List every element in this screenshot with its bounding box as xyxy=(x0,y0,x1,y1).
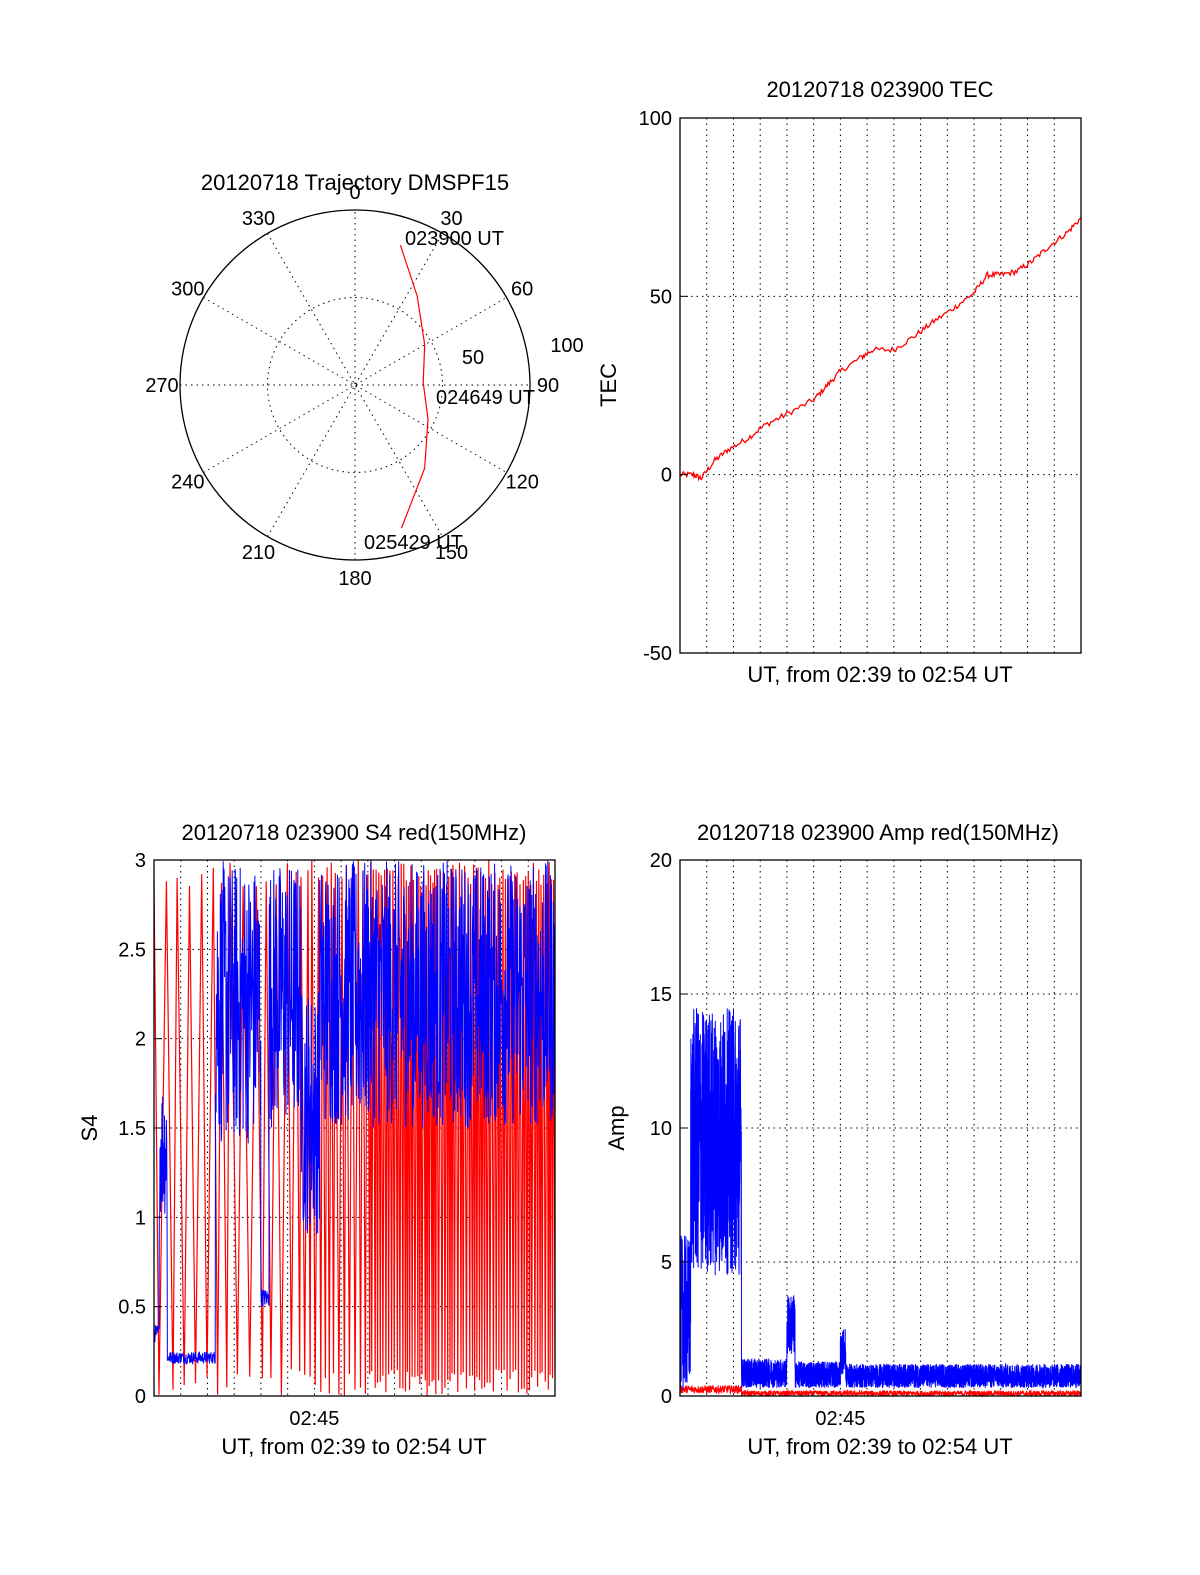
trajectory-series xyxy=(399,245,429,529)
y-tick-label: 10 xyxy=(650,1118,672,1140)
tec-y-label: TEC xyxy=(596,363,621,407)
tec-series xyxy=(679,217,1082,482)
tec-title: 20120718 023900 TEC xyxy=(766,77,993,102)
annotation-start-time: 023900 UT xyxy=(405,228,504,250)
polar-grid-spoke xyxy=(203,297,507,473)
s4-x-label: UT, from 02:39 to 02:54 UT xyxy=(221,1434,486,1459)
y-tick-label: 2.5 xyxy=(118,939,146,961)
s4-title: 20120718 023900 S4 red(150MHz) xyxy=(182,820,527,845)
azimuth-label: 60 xyxy=(511,279,533,301)
s4-plot: 20120718 023900 S4 red(150MHz) 0 0.5 1 1.5 2… xyxy=(77,820,556,1459)
y-tick-label: 0 xyxy=(661,1386,672,1408)
s4-series xyxy=(153,860,556,1396)
polar-grid xyxy=(180,210,530,560)
amp-grid xyxy=(680,860,1081,1396)
s4-y-ticks: 0 0.5 1 1.5 2 2.5 3 xyxy=(118,850,162,1408)
y-tick-label: 20 xyxy=(650,850,672,872)
tec-x-label: UT, from 02:39 to 02:54 UT xyxy=(747,662,1012,687)
s4-blue-line xyxy=(153,860,556,1366)
azimuth-label: 300 xyxy=(171,279,204,301)
y-tick-label: 3 xyxy=(135,850,146,872)
amp-plot: 20120718 023900 Amp red(150MHz) 0 5 10 15 20… xyxy=(604,820,1082,1459)
azimuth-label: 270 xyxy=(145,375,178,397)
y-tick-label: -50 xyxy=(643,643,672,665)
y-tick-label: 0.5 xyxy=(118,1297,146,1319)
tec-plot: 20120718 023900 TEC -50 0 50 100 UT, from 0… xyxy=(596,77,1082,687)
azimuth-label: 0 xyxy=(349,182,360,204)
amp-x-label: UT, from 02:39 to 02:54 UT xyxy=(747,1434,1012,1459)
annotation-end-time: 025429 UT xyxy=(364,532,463,554)
y-tick-label: 100 xyxy=(639,108,672,130)
x-tick-label: 02:45 xyxy=(815,1408,865,1430)
trajectory-title: 20120718 Trajectory DMSPF15 xyxy=(201,170,509,195)
azimuth-label: 150 xyxy=(435,542,468,564)
azimuth-label: 30 xyxy=(440,208,462,230)
trajectory-line xyxy=(399,245,429,529)
elevation-label-50: 50 xyxy=(462,347,484,369)
s4-x-ticks: 02:45 xyxy=(289,1408,339,1430)
y-tick-label: 50 xyxy=(650,286,672,308)
x-tick-label: 02:45 xyxy=(289,1408,339,1430)
trajectory-polar-plot: 20120718 Trajectory DMSPF15 0 30 60 90 120 15… xyxy=(145,170,583,590)
y-tick-label: 5 xyxy=(661,1252,672,1274)
amp-x-ticks: 02:45 xyxy=(815,1408,865,1430)
elevation-label-100: 100 xyxy=(550,335,583,357)
polar-grid-spoke xyxy=(203,297,507,473)
amp-series xyxy=(679,1008,1082,1398)
amp-blue-line xyxy=(679,1008,1082,1390)
azimuth-label: 90 xyxy=(537,375,559,397)
polar-grid-ring xyxy=(267,297,443,473)
s4-y-label: S4 xyxy=(77,1115,102,1142)
y-tick-label: 15 xyxy=(650,984,672,1006)
azimuth-label: 240 xyxy=(171,472,204,494)
y-tick-label: 1.5 xyxy=(118,1118,146,1140)
azimuth-label: 180 xyxy=(338,568,371,590)
tec-grid xyxy=(680,118,1081,653)
annotation-mid-time: 024649 UT xyxy=(436,387,535,409)
azimuth-label: 210 xyxy=(242,542,275,564)
y-tick-label: 2 xyxy=(135,1029,146,1051)
azimuth-label: 120 xyxy=(505,472,538,494)
tec-line xyxy=(679,217,1082,482)
polar-grid-spoke xyxy=(267,233,443,537)
tec-frame xyxy=(679,117,1082,654)
amp-y-label: Amp xyxy=(604,1105,629,1150)
amp-y-ticks: 0 5 10 15 20 xyxy=(650,850,688,1408)
y-tick-label: 0 xyxy=(661,465,672,487)
polar-outer-ring xyxy=(179,209,531,561)
azimuth-label: 330 xyxy=(242,208,275,230)
y-tick-label: 1 xyxy=(135,1207,146,1229)
amp-title: 20120718 023900 Amp red(150MHz) xyxy=(697,820,1059,845)
azimuth-labels: 0 30 60 90 120 150 180 210 240 270 300 330 xyxy=(145,182,559,590)
tec-y-ticks: -50 0 50 100 xyxy=(639,108,688,665)
y-tick-label: 0 xyxy=(135,1386,146,1408)
